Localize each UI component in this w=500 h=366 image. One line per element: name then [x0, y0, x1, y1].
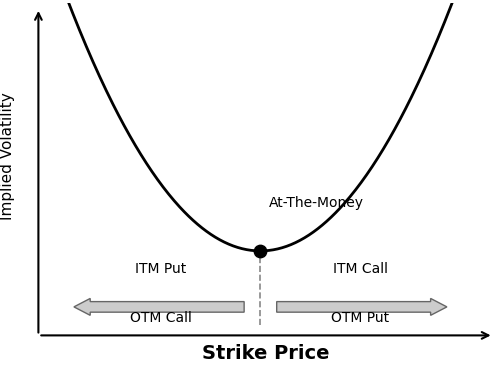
FancyArrow shape [276, 298, 447, 315]
Text: At-The-Money: At-The-Money [270, 195, 364, 210]
Point [256, 248, 264, 254]
Text: OTM Put: OTM Put [332, 311, 390, 325]
Text: ITM Call: ITM Call [333, 262, 388, 276]
Text: ITM Put: ITM Put [135, 262, 186, 276]
Text: Implied Volatility: Implied Volatility [0, 92, 15, 220]
FancyArrow shape [74, 298, 244, 315]
Text: OTM Call: OTM Call [130, 311, 192, 325]
Text: Strike Price: Strike Price [202, 344, 330, 363]
